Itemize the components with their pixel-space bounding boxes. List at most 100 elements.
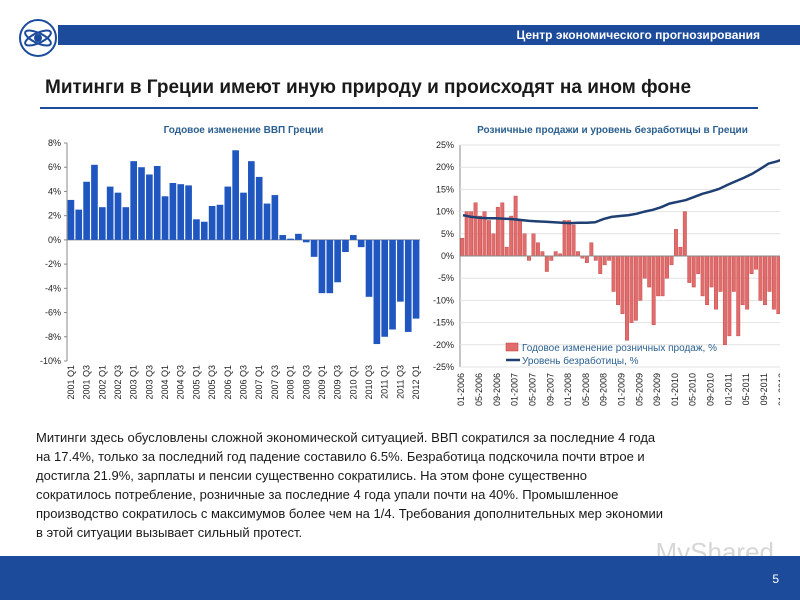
retail-bar bbox=[745, 255, 750, 310]
title-underline bbox=[40, 107, 758, 109]
gdp-bar bbox=[350, 235, 357, 240]
gdp-x-tick-label: 2001 Q3 bbox=[82, 365, 92, 400]
retail-bar bbox=[727, 255, 732, 337]
retail-bar bbox=[651, 255, 656, 326]
gdp-y-tick-label: 6% bbox=[48, 162, 61, 172]
retail-bar bbox=[491, 233, 496, 257]
gdp-x-tick-label: 2004 Q3 bbox=[176, 365, 186, 400]
gdp-x-tick-label: 2008 Q1 bbox=[286, 365, 296, 400]
gdp-bar bbox=[295, 233, 302, 240]
retail-bar bbox=[625, 255, 629, 341]
charts-svg: Годовое изменение ВВП Греции 8% 6% 4% 2% 0% -2… bbox=[40, 124, 780, 406]
retail-x-tick-label: 01-2009 bbox=[617, 373, 627, 406]
retail-bar bbox=[705, 255, 710, 306]
retail-bar bbox=[602, 255, 607, 266]
company-logo-icon bbox=[19, 19, 57, 57]
retail-bar bbox=[571, 224, 576, 257]
retail-y-tick-label: 0% bbox=[441, 251, 454, 261]
retail-x-tick-label: 05-2007 bbox=[527, 373, 537, 406]
gdp-x-tick-label: 2003 Q3 bbox=[144, 365, 154, 400]
retail-y-tick-label: -10% bbox=[433, 295, 454, 305]
gdp-bar bbox=[318, 239, 326, 294]
retail-x-tick-label: 09-2006 bbox=[492, 373, 502, 406]
retail-bar bbox=[522, 233, 527, 257]
gdp-x-tick-label: 2008 Q3 bbox=[301, 365, 311, 400]
retail-bar bbox=[540, 251, 545, 257]
retail-bar bbox=[518, 220, 523, 257]
retail-bar bbox=[527, 255, 531, 261]
retail-bar bbox=[709, 255, 714, 288]
gdp-x-tick-label: 2005 Q3 bbox=[207, 365, 217, 400]
gdp-y-tick-label: 8% bbox=[48, 138, 61, 148]
retail-bar bbox=[665, 255, 669, 279]
retail-bar bbox=[504, 246, 509, 257]
retail-bar bbox=[562, 220, 567, 257]
gdp-bar bbox=[397, 239, 404, 302]
gdp-bar bbox=[185, 185, 192, 240]
body-text: Митинги здесь обусловлены сложной эконом… bbox=[36, 428, 786, 542]
gdp-bar bbox=[326, 239, 334, 294]
retail-bar bbox=[535, 242, 540, 257]
gdp-bar bbox=[177, 184, 185, 240]
gdp-bar bbox=[357, 239, 365, 248]
retail-bar bbox=[669, 255, 674, 266]
retail-x-tick-label: 01-2008 bbox=[563, 373, 573, 406]
retail-bar bbox=[473, 202, 478, 257]
retail-bar bbox=[553, 251, 558, 257]
retail-x-tick-label: 01-2007 bbox=[510, 373, 520, 406]
retail-y-tick-label: -25% bbox=[433, 362, 454, 372]
gdp-y-tick-label: -8% bbox=[45, 332, 61, 342]
retail-bar bbox=[660, 255, 665, 297]
retail-bar bbox=[678, 246, 683, 257]
gdp-x-tick-label: 2002 Q1 bbox=[97, 365, 107, 400]
retail-bar bbox=[736, 255, 741, 337]
gdp-bar bbox=[263, 203, 271, 240]
retail-bar bbox=[731, 255, 736, 292]
retail-bar bbox=[771, 255, 776, 310]
retail-bar bbox=[500, 202, 505, 257]
gdp-x-tick-label: 2011 Q3 bbox=[395, 365, 405, 399]
retail-bar bbox=[722, 255, 727, 346]
gdp-x-tick-label: 2005 Q1 bbox=[191, 365, 201, 400]
gdp-bar bbox=[373, 239, 381, 345]
chart-panel: Годовое изменение ВВП Греции 8% 6% 4% 2% 0% -2… bbox=[30, 118, 780, 414]
retail-x-tick-label: 09-2008 bbox=[599, 373, 609, 406]
gdp-bar bbox=[161, 196, 169, 240]
gdp-bar bbox=[146, 174, 153, 240]
legend-label-retail: Годовое изменение розничных продаж, % bbox=[522, 343, 717, 354]
gdp-bar bbox=[67, 199, 75, 240]
gdp-x-tick-label: 2003 Q1 bbox=[129, 365, 139, 400]
body-text-line: в этой ситуации вызывает сильный протест… bbox=[36, 525, 303, 540]
retail-chart-title: Розничные продажи и уровень безработицы … bbox=[477, 124, 748, 136]
gdp-x-tick-label: 2009 Q3 bbox=[333, 365, 343, 400]
retail-y-tick-label: 15% bbox=[436, 184, 454, 194]
gdp-y-tick-label: 2% bbox=[48, 211, 61, 221]
gdp-bar bbox=[130, 161, 137, 240]
retail-bar bbox=[673, 229, 678, 257]
retail-bar bbox=[544, 255, 549, 272]
header-band bbox=[58, 25, 800, 45]
gdp-bar bbox=[216, 204, 224, 240]
retail-bar bbox=[656, 255, 661, 297]
gdp-bar bbox=[169, 182, 177, 240]
header: Центр экономического прогнозирования bbox=[0, 0, 800, 66]
retail-y-tick-label: 20% bbox=[436, 162, 454, 172]
retail-bar bbox=[700, 255, 705, 297]
gdp-bar bbox=[412, 239, 420, 319]
retail-bar bbox=[495, 206, 500, 257]
retail-x-tick-label: 01-2011 bbox=[723, 373, 733, 405]
gdp-x-tick-label: 2009 Q1 bbox=[317, 365, 327, 400]
gdp-bar bbox=[200, 221, 208, 240]
gdp-x-tick-label: 2004 Q1 bbox=[160, 365, 170, 400]
retail-bar bbox=[460, 238, 465, 257]
unemployment-line bbox=[462, 159, 780, 225]
gdp-bar bbox=[114, 192, 122, 240]
gdp-bar bbox=[287, 238, 294, 240]
retail-x-tick-label: 05-2006 bbox=[474, 373, 484, 406]
retail-bar bbox=[598, 255, 603, 274]
retail-bar bbox=[584, 255, 589, 263]
gdp-bar bbox=[255, 176, 263, 240]
retail-bar bbox=[696, 255, 701, 274]
retail-bar bbox=[513, 195, 518, 257]
retail-x-tick-label: 09-2011 bbox=[759, 373, 769, 405]
